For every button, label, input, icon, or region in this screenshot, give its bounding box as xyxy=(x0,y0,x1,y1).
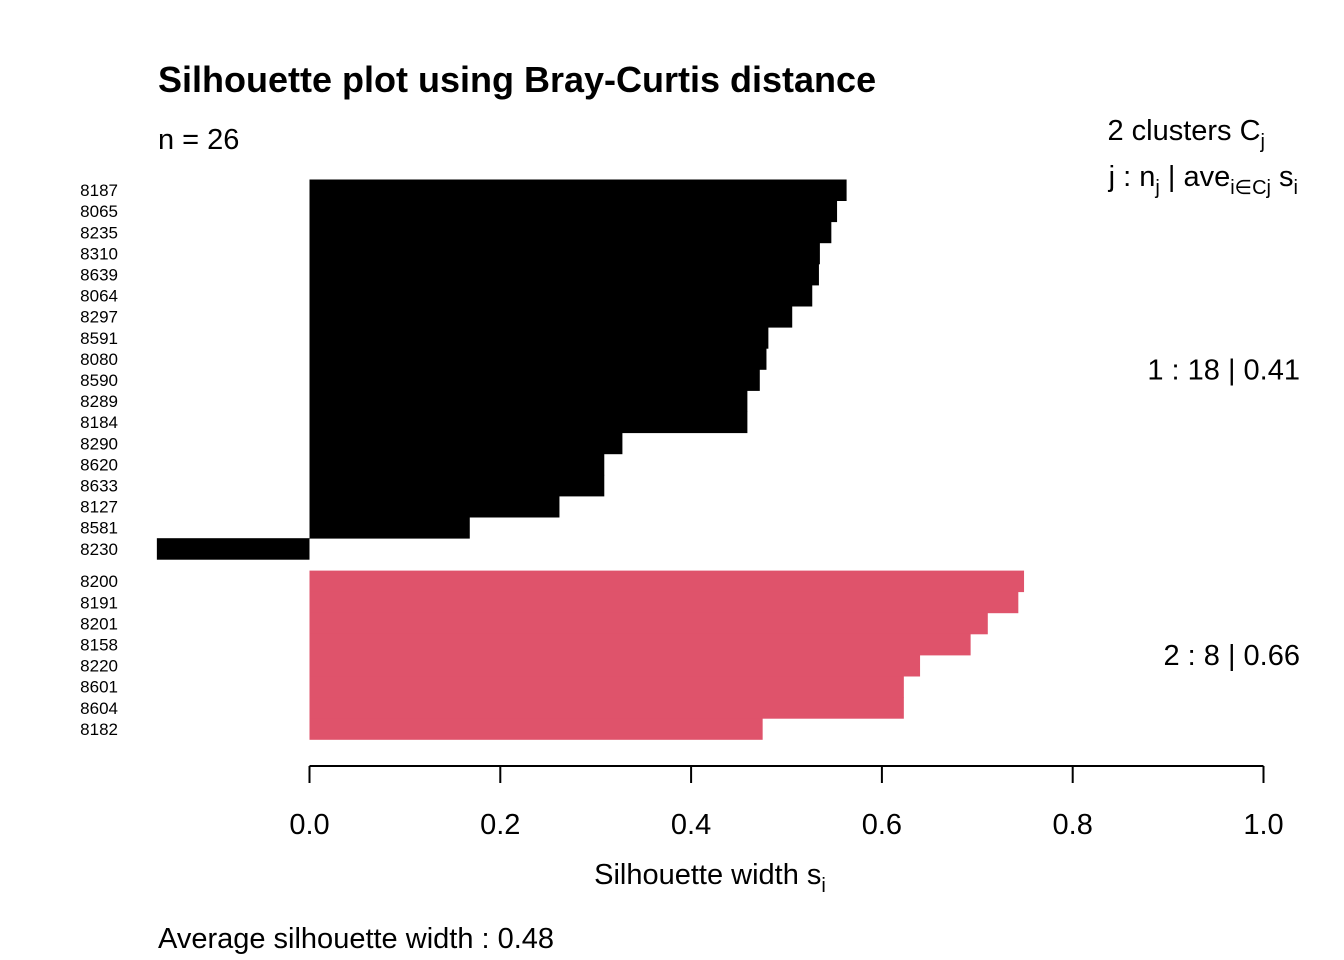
row-label: 8200 xyxy=(80,572,118,591)
row-label: 8633 xyxy=(80,476,118,495)
row-label: 8590 xyxy=(80,371,118,390)
row-label: 8620 xyxy=(80,455,118,474)
silhouette-bar xyxy=(309,221,832,244)
row-label: 8187 xyxy=(80,181,118,200)
silhouette-bar xyxy=(309,432,623,455)
silhouette-bar xyxy=(309,612,988,635)
row-label: 8220 xyxy=(80,657,118,676)
x-tick-label: 1.0 xyxy=(1243,809,1283,841)
row-label: 8297 xyxy=(80,308,118,327)
silhouette-bar xyxy=(309,474,605,497)
silhouette-bar xyxy=(309,633,971,656)
row-label: 8184 xyxy=(80,413,118,432)
row-label: 8158 xyxy=(80,635,118,654)
silhouette-bar xyxy=(309,200,838,223)
silhouette-bar xyxy=(309,306,793,328)
row-label: 8127 xyxy=(80,498,118,517)
row-labels-group: 8187 8065 8235 8310 8639 8064 8297 8591 8080 8590… xyxy=(80,181,118,739)
silhouette-bar xyxy=(309,411,748,434)
clusters-header-line1: 2 clusters Cj xyxy=(1107,115,1265,153)
row-label: 8289 xyxy=(80,392,118,411)
row-label: 8581 xyxy=(80,519,118,538)
n-label: n = 26 xyxy=(158,124,239,156)
x-tick-label: 0.2 xyxy=(480,809,520,841)
cluster-summary-2: 2 : 8 | 0.66 xyxy=(1163,640,1300,672)
silhouette-bar xyxy=(309,496,560,518)
silhouette-bar xyxy=(309,655,921,677)
row-label: 8191 xyxy=(80,593,118,612)
silhouette-bar xyxy=(309,718,763,740)
silhouette-bar xyxy=(309,179,847,201)
x-tick-label: 0.8 xyxy=(1053,809,1093,841)
silhouette-bar xyxy=(309,369,760,391)
cluster-summary-1: 1 : 18 | 0.41 xyxy=(1147,354,1300,386)
chart-title: Silhouette plot using Bray-Curtis distan… xyxy=(158,59,876,100)
silhouette-bar xyxy=(309,390,748,412)
row-label: 8201 xyxy=(80,614,118,633)
silhouette-bar xyxy=(309,676,904,698)
row-label: 8601 xyxy=(80,678,118,697)
silhouette-bar xyxy=(156,538,310,560)
silhouette-bar xyxy=(309,453,605,476)
silhouette-bar xyxy=(309,263,819,286)
x-tick-label: 0.4 xyxy=(671,809,711,841)
row-label: 8230 xyxy=(80,540,118,559)
row-label: 8064 xyxy=(80,287,118,306)
x-axis: 0.0 0.2 0.4 0.6 0.8 1.0 xyxy=(289,765,1284,841)
row-label: 8235 xyxy=(80,223,118,242)
silhouette-bar xyxy=(309,242,820,265)
row-label: 8604 xyxy=(80,699,118,718)
x-tick-label: 0.6 xyxy=(862,809,902,841)
silhouette-bar xyxy=(309,591,1019,614)
x-tick-label: 0.0 xyxy=(289,809,329,841)
average-silhouette-footer: Average silhouette width : 0.48 xyxy=(158,923,554,955)
silhouette-bar xyxy=(309,348,767,370)
x-axis-label: Silhouette width si xyxy=(594,859,826,897)
row-label: 8591 xyxy=(80,329,118,348)
silhouette-bar xyxy=(309,327,769,349)
row-label: 8310 xyxy=(80,244,118,263)
silhouette-bar xyxy=(309,697,904,719)
silhouette-bar xyxy=(309,517,470,539)
row-label: 8290 xyxy=(80,434,118,453)
cluster-summaries-group: 1 : 18 | 0.41 2 : 8 | 0.66 xyxy=(1147,354,1300,672)
silhouette-bar xyxy=(309,570,1025,593)
row-label: 8065 xyxy=(80,202,118,221)
clusters-header-line2: j : nj | avei∈Cj si xyxy=(1108,161,1298,199)
bars-group xyxy=(156,179,1025,740)
row-label: 8182 xyxy=(80,720,118,739)
silhouette-bar xyxy=(309,285,813,307)
row-label: 8639 xyxy=(80,265,118,284)
row-label: 8080 xyxy=(80,350,118,369)
